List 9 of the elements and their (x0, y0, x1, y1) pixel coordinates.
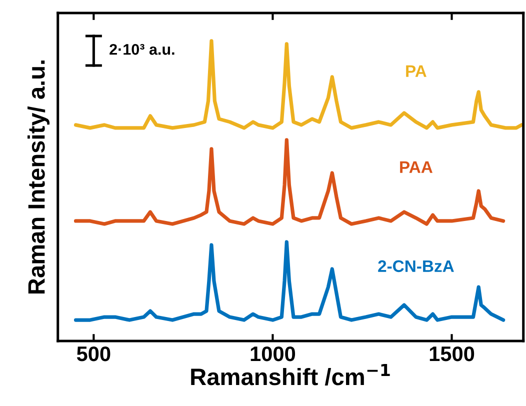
x-tick-label: 500 (76, 346, 110, 362)
text: PA (406, 65, 426, 77)
x-axis-title: Ramanshift /cm$^{−1}$ (191, 364, 390, 386)
y-axis-title: Raman Intensity/ a.u. (28, 60, 50, 294)
text: PAA (400, 161, 432, 173)
annotation: 2·10³ a.u. (110, 44, 174, 55)
x-tick-label: 1000 (250, 346, 296, 362)
series-label: 2-CN-BzA (378, 260, 454, 272)
x-tick-label: 1500 (430, 346, 474, 362)
